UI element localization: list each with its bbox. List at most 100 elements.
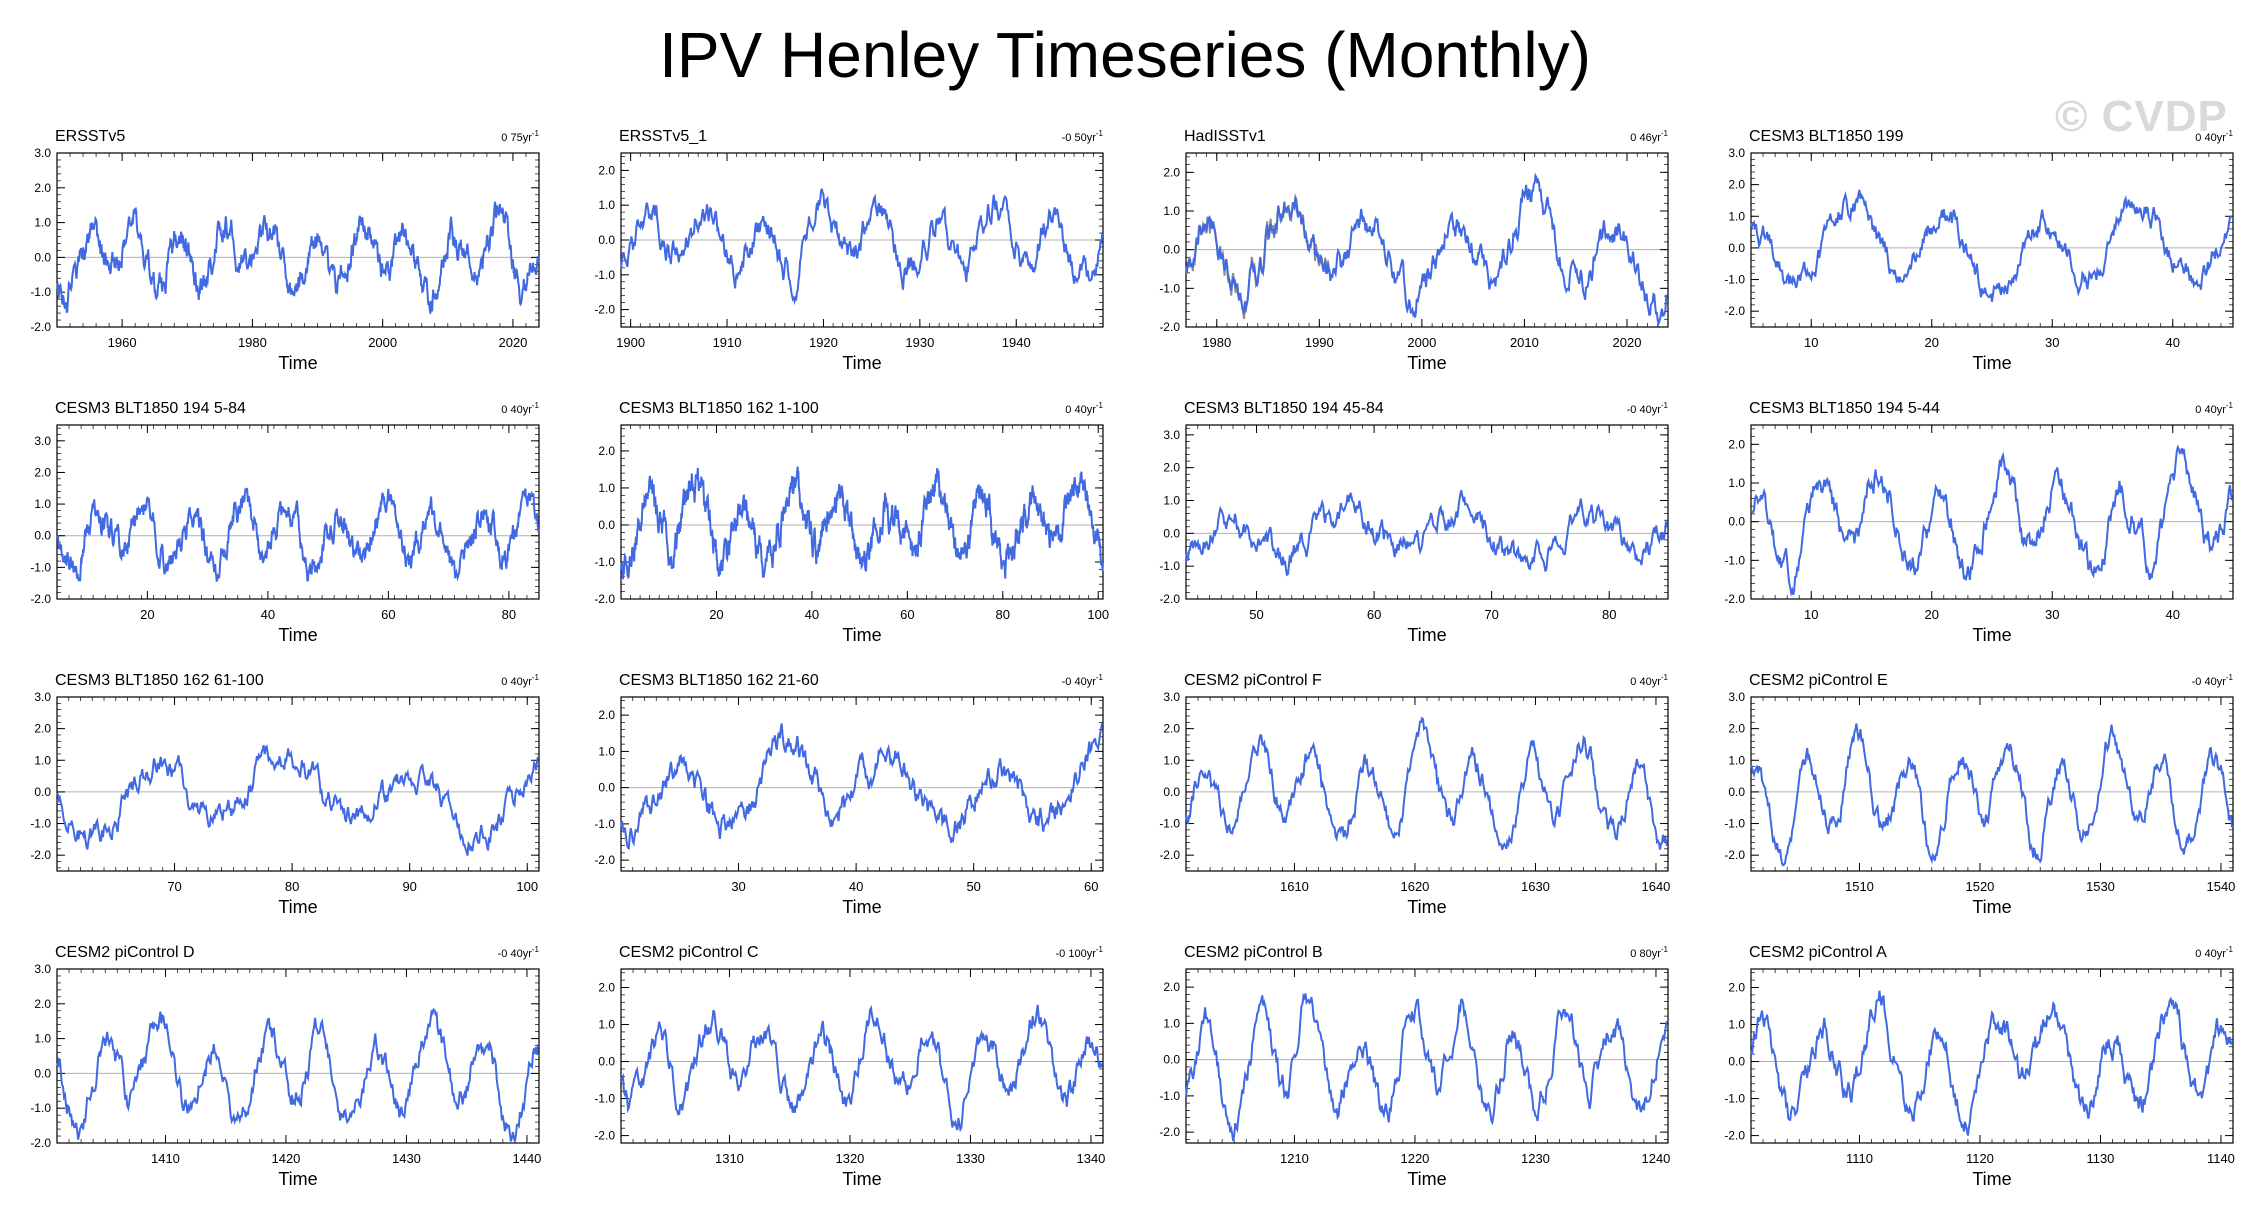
x-tick-label: 90: [402, 879, 416, 894]
y-tick-label: 3.0: [34, 962, 51, 976]
y-tick-label: 0.0: [598, 233, 615, 247]
y-tick-label: 0.0: [34, 785, 51, 799]
y-tick-label: 2.0: [598, 444, 615, 458]
y-tick-label: 0.0: [1163, 243, 1180, 257]
y-tick-label: 0.0: [1728, 241, 1745, 255]
watermark: © CVDP: [2055, 92, 2228, 141]
x-tick-label: 20: [1925, 335, 1939, 350]
x-tick-label: 10: [1804, 607, 1818, 622]
y-tick-label: 0.0: [598, 781, 615, 795]
y-tick-label: -1.0: [594, 268, 615, 282]
y-tick-label: -2.0: [1159, 848, 1180, 862]
trend-label: -0 40yr-1: [2192, 673, 2234, 688]
y-tick-label: 0.0: [1728, 515, 1745, 529]
trend-unit-sup: -1: [1096, 945, 1104, 954]
trend-unit-sup: -1: [532, 401, 540, 410]
plot-frame: [56, 968, 540, 1144]
trend-label: 0 40yr-1: [2195, 129, 2233, 144]
trend-label: 0 40yr-1: [2195, 401, 2233, 416]
x-tick-label: 80: [285, 879, 299, 894]
trend-unit-sup: -1: [1096, 673, 1104, 682]
x-tick-label: 1240: [1641, 1151, 1670, 1166]
series-line: [1185, 992, 1668, 1142]
y-tick-label: -1.0: [594, 555, 615, 569]
trend-unit-sup: -1: [1096, 129, 1104, 138]
y-tick-label: -2.0: [1159, 592, 1180, 606]
y-tick-label: 1.0: [34, 1032, 51, 1046]
y-tick-label: 1.0: [1163, 494, 1180, 508]
series-line: [1750, 990, 2233, 1136]
trend-label: -0 50yr-1: [1062, 129, 1104, 144]
x-tick-label: 1540: [2206, 879, 2235, 894]
series-line: [1185, 490, 1668, 577]
x-tick-label: 70: [167, 879, 181, 894]
trend-label: 0 75yr-1: [501, 129, 539, 144]
y-tick-label: -1.0: [1159, 1089, 1180, 1103]
trend-label: 0 40yr-1: [1630, 673, 1668, 688]
x-tick-label: 80: [502, 607, 516, 622]
x-tick-label: 40: [2166, 607, 2180, 622]
plot-frame: [620, 424, 1104, 600]
y-tick-label: 2.0: [34, 465, 51, 479]
x-tick-label: 100: [1087, 607, 1109, 622]
x-tick-label: 60: [381, 607, 395, 622]
panel-title: ERSSTv5: [55, 128, 125, 145]
x-tick-label: 1140: [2207, 1151, 2235, 1166]
series-line: [620, 1004, 1103, 1133]
x-tick-label: 1510: [1845, 879, 1874, 894]
y-tick-label: -1.0: [1724, 553, 1745, 567]
x-tick-label: 2000: [1407, 335, 1436, 350]
y-tick-label: -1.0: [1159, 817, 1180, 831]
y-tick-label: -2.0: [30, 592, 51, 606]
x-axis-label: Time: [1972, 1169, 2011, 1189]
x-axis-label: Time: [842, 1169, 881, 1189]
chart-panel: CESM3 BLT1850 199 0 40yr-1 3.0 2.0 1.0 0.0 -1.…: [1724, 128, 2234, 373]
trend-unit-sup: -1: [2226, 129, 2234, 138]
y-tick-label: 2.0: [1728, 981, 1745, 995]
series-line: [620, 466, 1104, 580]
x-tick-label: 80: [1602, 607, 1616, 622]
x-tick-label: 1120: [1966, 1151, 1994, 1166]
y-tick-label: 3.0: [34, 146, 51, 160]
y-tick-label: 0.0: [1728, 785, 1745, 799]
y-tick-label: -1.0: [594, 817, 615, 831]
trend-label: -0 100yr-1: [1056, 945, 1104, 960]
chart-panel: CESM3 BLT1850 162 1-100 0 40yr-1 2.0 1.0 0.0…: [594, 400, 1109, 645]
x-tick-label: 1640: [1641, 879, 1670, 894]
y-tick-label: -2.0: [594, 853, 615, 867]
x-tick-label: 1990: [1305, 335, 1334, 350]
trend-unit-sup: -1: [2226, 945, 2234, 954]
trend-unit-sup: -1: [2226, 673, 2234, 682]
trend-unit-sup: -1: [1661, 129, 1669, 138]
panel-title: CESM3 BLT1850 162 61-100: [55, 672, 264, 689]
x-tick-label: 40: [805, 607, 819, 622]
x-tick-label: 100: [516, 879, 538, 894]
y-tick-label: 0.0: [1163, 526, 1180, 540]
y-tick-label: 0.0: [1163, 1053, 1180, 1067]
chart-panel: CESM3 BLT1850 162 61-100 0 40yr-1 3.0 2.0 1.…: [30, 672, 540, 917]
panel-title: CESM2 piControl B: [1184, 944, 1323, 961]
y-tick-label: 2.0: [1163, 461, 1180, 475]
y-tick-label: 1.0: [1728, 1018, 1745, 1032]
series-line: [620, 722, 1103, 851]
y-tick-label: -1.0: [30, 285, 51, 299]
y-tick-label: 3.0: [1163, 690, 1180, 704]
x-tick-label: 1610: [1280, 879, 1309, 894]
panel-title: CESM2 piControl A: [1749, 944, 1887, 961]
trend-label: 0 80yr-1: [1630, 945, 1668, 960]
trend-label: -0 40yr-1: [498, 945, 540, 960]
y-tick-label: 3.0: [34, 690, 51, 704]
trend-label: 0 40yr-1: [2195, 945, 2233, 960]
plot-frame: [56, 152, 540, 328]
y-tick-label: 2.0: [598, 708, 615, 722]
y-tick-label: -2.0: [594, 592, 615, 606]
y-tick-label: 2.0: [1163, 722, 1180, 736]
y-tick-label: -2.0: [1724, 592, 1745, 606]
page-title: IPV Henley Timeseries (Monthly): [659, 19, 1591, 91]
y-tick-label: 2.0: [1163, 165, 1180, 179]
x-tick-label: 80: [996, 607, 1010, 622]
panel-title: CESM3 BLT1850 162 1-100: [619, 400, 819, 417]
x-tick-label: 1320: [835, 1151, 864, 1166]
x-axis-label: Time: [1407, 1169, 1446, 1189]
chart-panel: ERSSTv5 0 75yr-1 3.0 2.0 1.0 0.0 -1.0 -2.0 1960 1…: [30, 128, 540, 373]
